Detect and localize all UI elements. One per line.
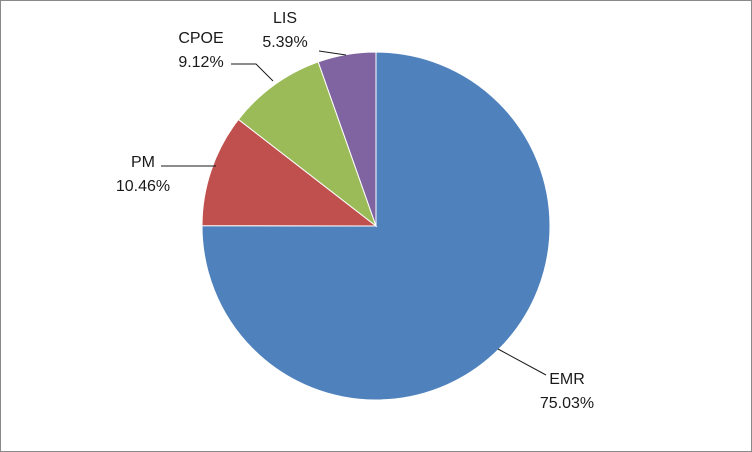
slice-value-label-pm: 10.46% <box>116 178 170 195</box>
slice-label-pm: PM <box>131 154 155 171</box>
pie-slice-lis <box>317 51 377 227</box>
slice-label-lis: LIS <box>273 10 297 27</box>
leader-line-lis <box>318 50 347 56</box>
slice-label-emr: EMR <box>549 371 585 388</box>
slice-value-label-cpoe: 9.12% <box>178 54 223 71</box>
pie-slice-cpoe <box>237 61 378 228</box>
slice-value-label-lis: 5.39% <box>262 34 307 51</box>
pie-slice-pm <box>201 118 378 227</box>
slice-label-cpoe: CPOE <box>178 30 223 47</box>
leader-line-cpoe <box>231 63 274 82</box>
slice-value-label-emr: 75.03% <box>540 395 594 412</box>
leader-line-emr <box>497 348 547 376</box>
